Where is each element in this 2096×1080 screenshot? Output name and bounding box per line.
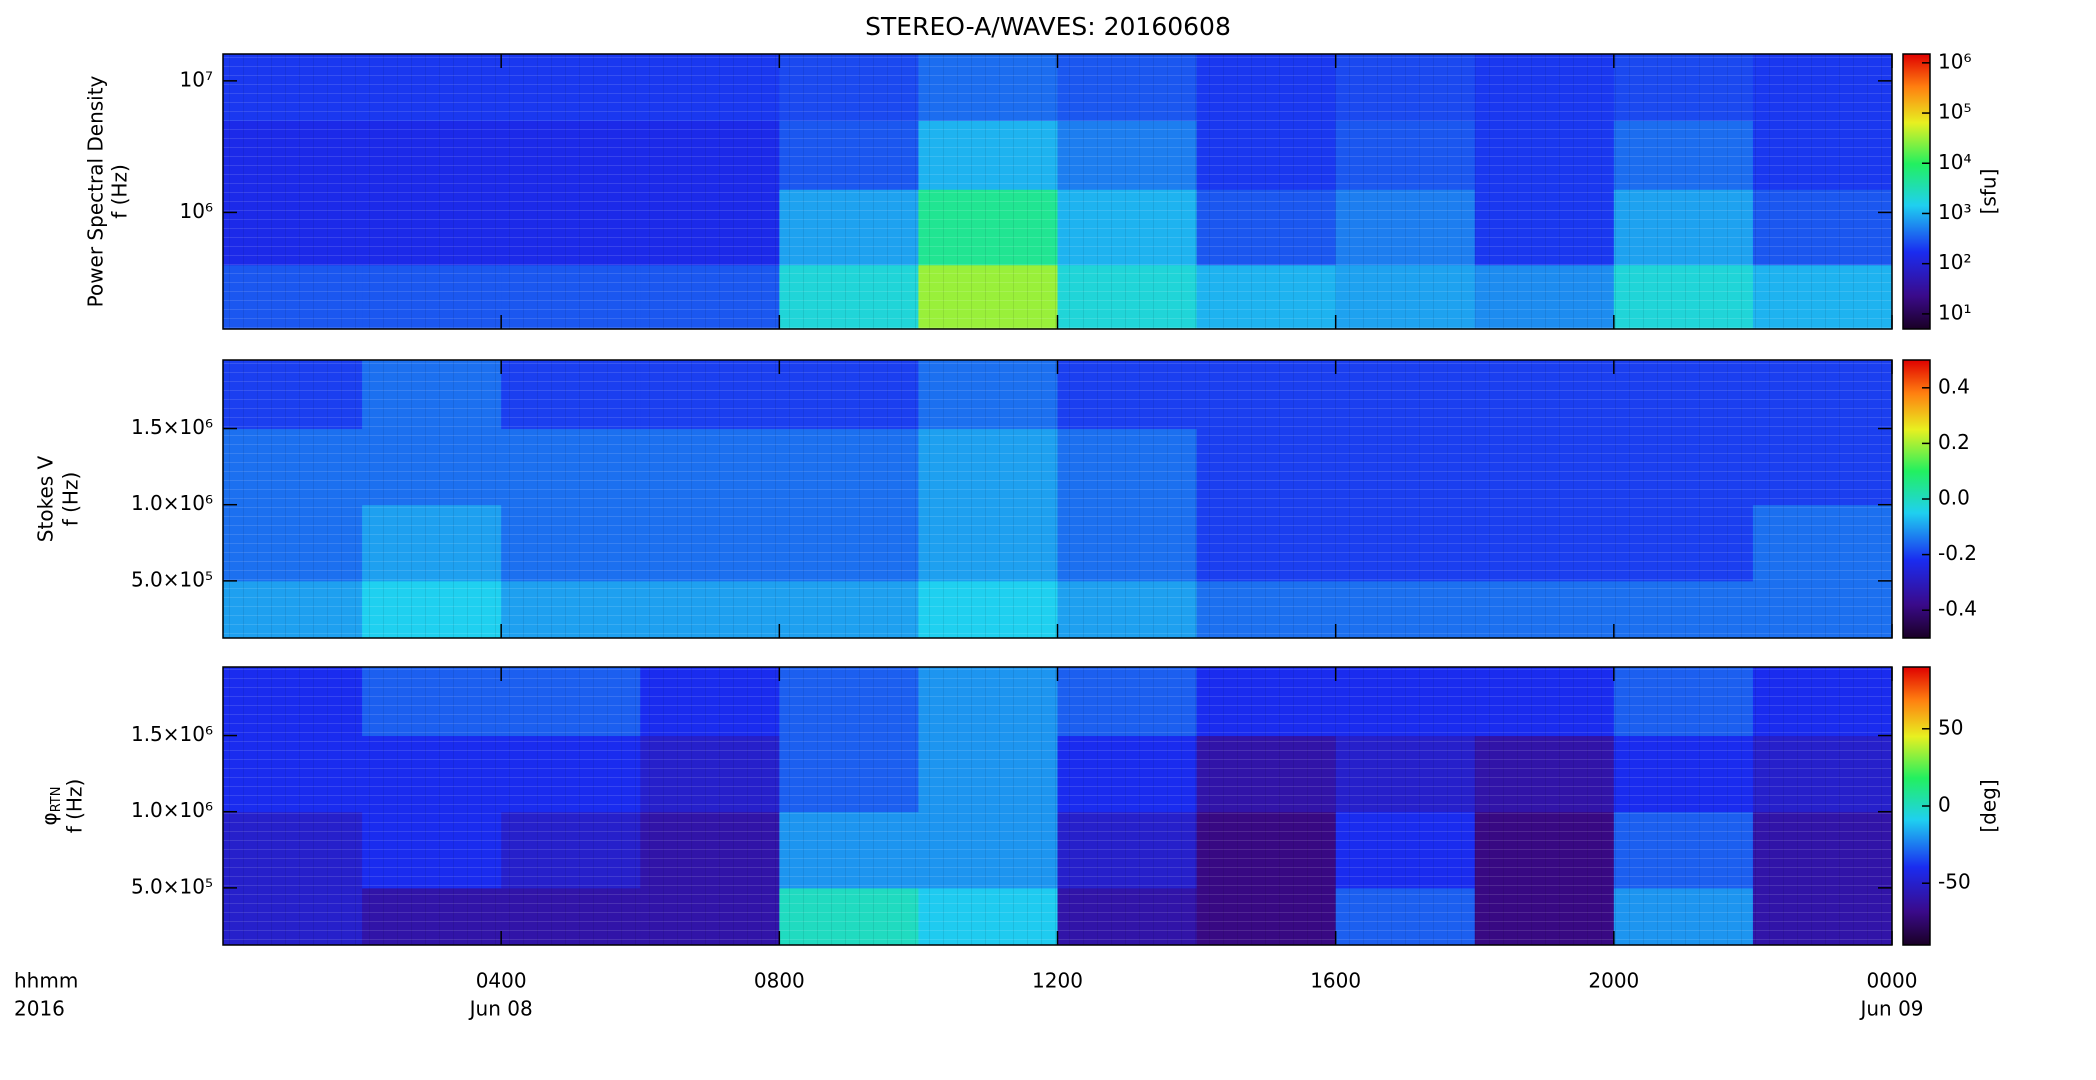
x-tick-label: 2000 xyxy=(1588,969,1639,993)
y-tick-label: 10⁷ xyxy=(180,67,213,91)
colorbar-tick-label: -0.2 xyxy=(1938,541,1977,565)
colorbar-tick-label: 10² xyxy=(1938,250,1971,274)
colorbar-tick-label: 0.2 xyxy=(1938,430,1970,454)
date-label: Jun 09 xyxy=(1858,997,1923,1021)
x-tick-label: 0800 xyxy=(754,969,805,993)
colorbar-label: [sfu] xyxy=(1977,169,2001,215)
x-tick-label: 0000 xyxy=(1867,969,1918,993)
y-tick-label: 1.0×10⁶ xyxy=(131,491,213,515)
x-tick-label: 1200 xyxy=(1032,969,1083,993)
y-tick-label: 1.5×10⁶ xyxy=(131,415,213,439)
colorbar-tick-label: 10³ xyxy=(1938,200,1971,224)
colorbar-tick-label: 10⁴ xyxy=(1938,150,1971,174)
colorbar-tick-label: 50 xyxy=(1938,715,1963,739)
x-tick-label: 1600 xyxy=(1310,969,1361,993)
colorbar-tick-label: 10⁶ xyxy=(1938,49,1971,73)
colorbar-tick-label: 10⁵ xyxy=(1938,100,1971,124)
y-axis-label: Power Spectral Density xyxy=(84,75,108,307)
colorbar-tick-label: 10¹ xyxy=(1938,300,1971,324)
date-label: Jun 08 xyxy=(468,997,533,1021)
y-axis-label: φRTN xyxy=(37,787,64,826)
y-tick-label: 5.0×10⁵ xyxy=(131,567,213,591)
texture xyxy=(223,360,1892,638)
y-tick-label: 10⁶ xyxy=(180,199,213,223)
y-tick-label: 5.0×10⁵ xyxy=(131,874,213,898)
y-axis-label: f (Hz) xyxy=(63,779,87,834)
colorbar-tick-label: -0.4 xyxy=(1938,597,1977,621)
colorbar xyxy=(1902,53,1931,330)
y-tick-label: 1.5×10⁶ xyxy=(131,722,213,746)
x-axis-unit: hhmm xyxy=(14,969,78,993)
colorbar-tick-label: 0 xyxy=(1938,793,1951,817)
y-tick-label: 1.0×10⁶ xyxy=(131,798,213,822)
y-axis-label: f (Hz) xyxy=(108,164,132,219)
y-axis-label-symbol: φ xyxy=(37,812,61,825)
colorbar-label: [deg] xyxy=(1977,779,2001,832)
texture xyxy=(223,54,1892,329)
chart-title: STEREO-A/WAVES: 20160608 xyxy=(865,12,1231,41)
colorbar-tick-label: 0.4 xyxy=(1938,374,1970,398)
colorbar-tick-label: 0.0 xyxy=(1938,486,1970,510)
texture xyxy=(223,667,1892,945)
x-tick-label: 0400 xyxy=(476,969,527,993)
colorbar-tick-label: -50 xyxy=(1938,870,1971,894)
y-axis-label: Stokes V xyxy=(34,455,58,542)
y-axis-label: f (Hz) xyxy=(59,472,83,527)
year-label: 2016 xyxy=(14,997,65,1021)
y-axis-label-subscript: RTN xyxy=(49,787,64,813)
